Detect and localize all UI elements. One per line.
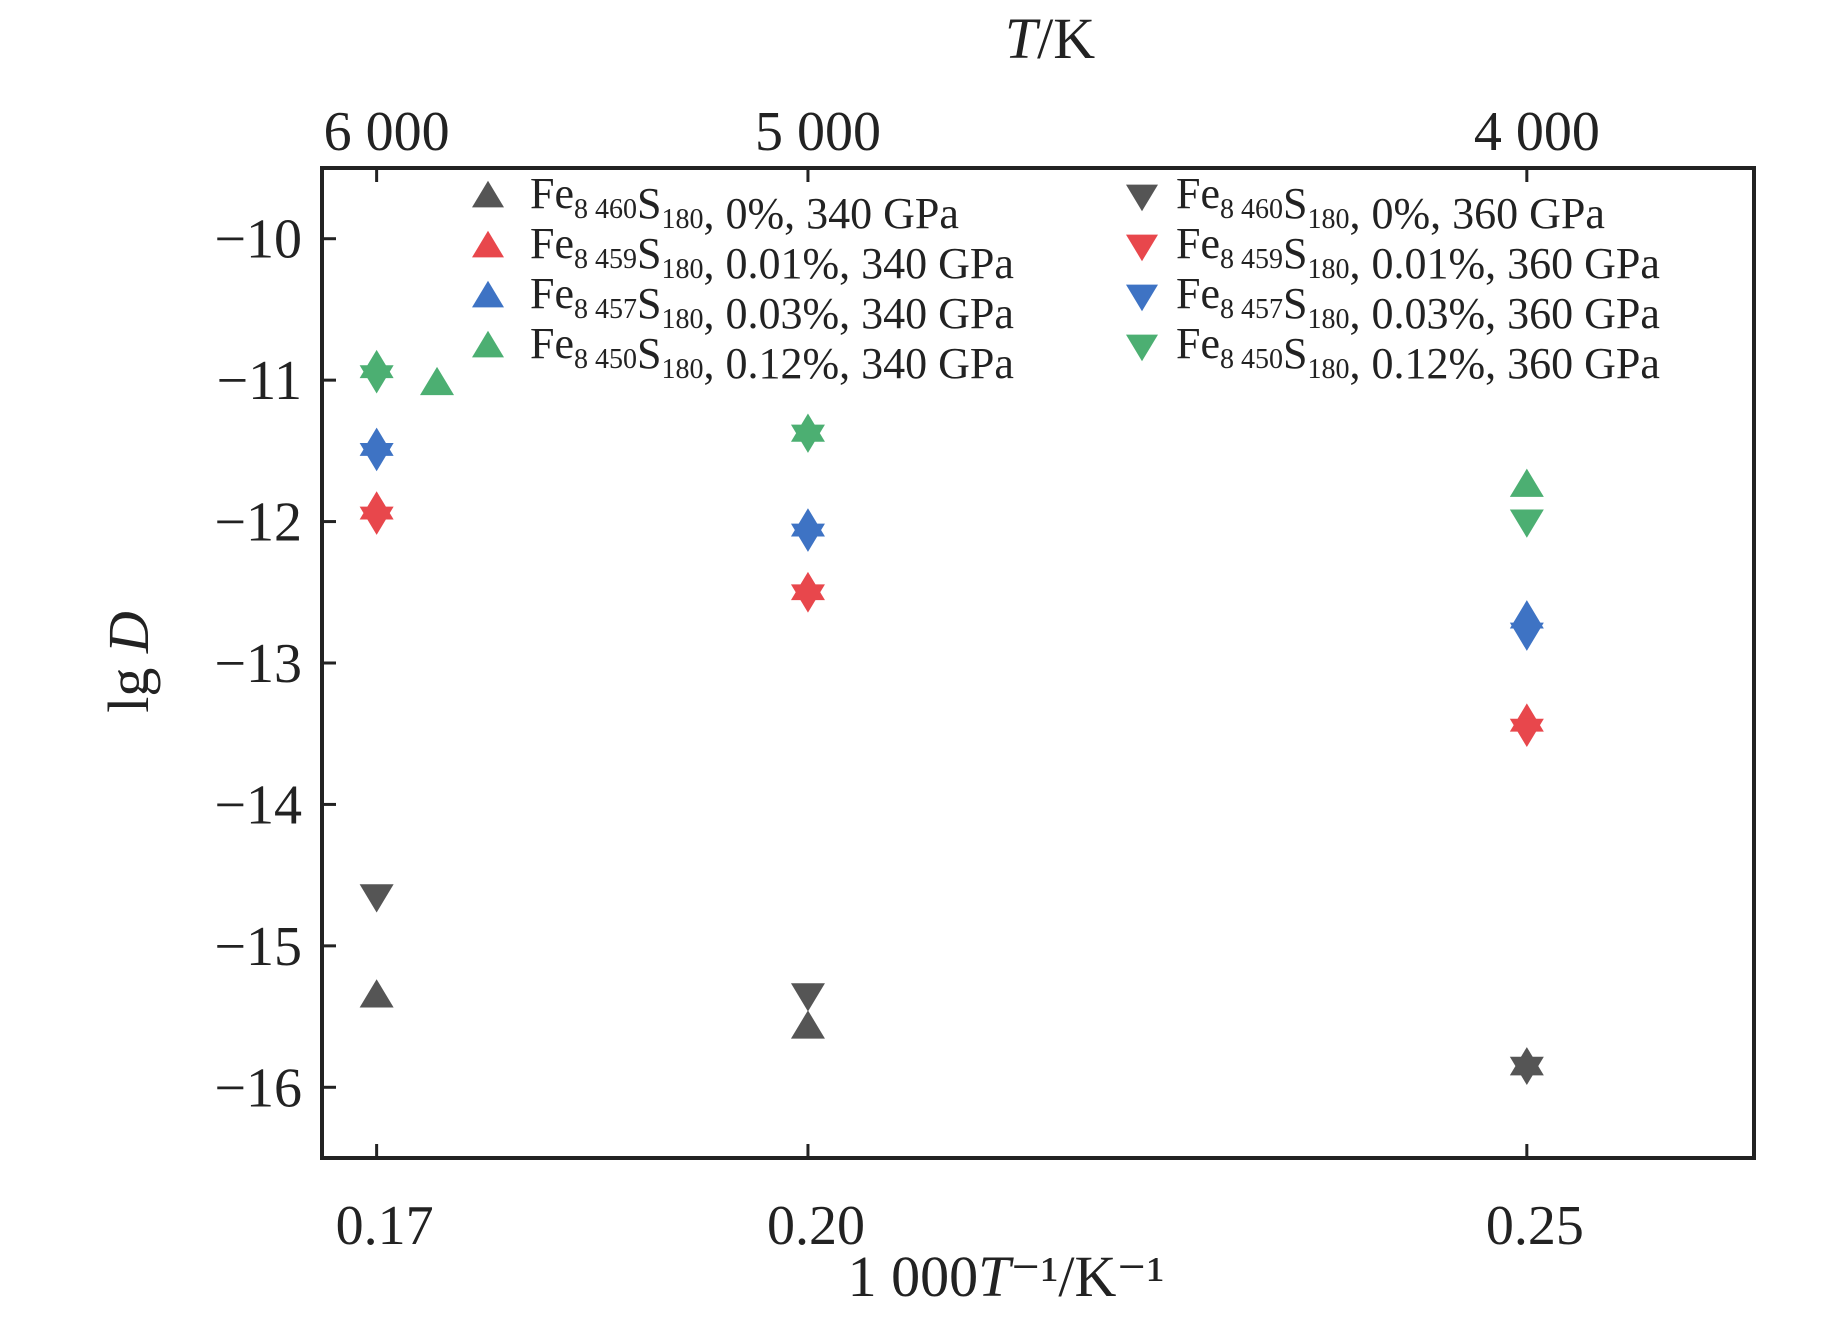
data-point-triangle-down (359, 365, 394, 394)
top-axis-title: T/K (1005, 6, 1095, 71)
y-tick-label: −13 (214, 633, 302, 695)
legend-marker (472, 230, 504, 258)
top-tick-label: 6 000 (324, 101, 450, 163)
legend-entry-label: Fe8 460S180, 0%, 360 GPa (1176, 169, 1605, 238)
data-point-triangle-up (359, 979, 394, 1008)
y-tick-label: −15 (214, 916, 302, 978)
data-point-triangle-down (790, 983, 825, 1012)
x-tick-label: 0.25 (1486, 1195, 1584, 1257)
data-point-triangle-up (1509, 468, 1544, 497)
data-point-triangle-down (790, 424, 825, 453)
data-point-triangle-down (1509, 509, 1544, 538)
legend-marker (1126, 184, 1158, 212)
legend-marker (472, 280, 504, 308)
data-point-triangle-down (359, 442, 394, 472)
legend-entry-label: Fe8 459S180, 0.01%, 360 GPa (1176, 219, 1660, 288)
data-point-triangle-down (1509, 718, 1544, 748)
data-point-triangle-down (359, 884, 394, 913)
y-axis-title: lg D (96, 611, 161, 713)
legend-marker (1126, 234, 1158, 262)
data-point-triangle-up (420, 366, 455, 396)
legend-entry-label: Fe8 459S180, 0.01%, 340 GPa (530, 219, 1014, 288)
x-tick-label: 0.17 (336, 1195, 434, 1257)
axes: 0.17 6 000 0.20 5 000 0.25 4 000 −10 −11 −12 −13 −… (214, 101, 1599, 1257)
data-point-triangle-down (359, 506, 394, 535)
y-tick-label: −12 (214, 492, 302, 554)
y-tick-label: −10 (214, 209, 302, 271)
data-point-triangle-down (790, 523, 825, 552)
x-tick-label: 0.20 (767, 1195, 865, 1257)
legend-marker (1126, 284, 1158, 312)
x-axis-title: 1 000T⁻¹/K⁻¹ (848, 1244, 1165, 1309)
y-tick-label: −11 (216, 350, 302, 412)
data-point-triangle-down (1509, 1056, 1544, 1086)
legend-entry-label: Fe8 460S180, 0%, 340 GPa (530, 169, 959, 238)
data-point-triangle-down (790, 584, 825, 613)
legend-entry-label: Fe8 450S180, 0.12%, 360 GPa (1176, 319, 1660, 388)
data-points (359, 349, 1544, 1086)
y-tick-label: −14 (214, 774, 302, 836)
top-tick-label: 4 000 (1474, 101, 1600, 163)
legend-marker (472, 180, 504, 208)
legend-marker (472, 330, 504, 358)
legend-entry-label: Fe8 457S180, 0.03%, 340 GPa (530, 269, 1014, 338)
legend-entry-label: Fe8 457S180, 0.03%, 360 GPa (1176, 269, 1660, 338)
data-point-triangle-up (1509, 600, 1544, 629)
data-point-triangle-up (790, 1010, 825, 1039)
legend-entry-label: Fe8 450S180, 0.12%, 340 GPa (530, 319, 1014, 388)
y-tick-label: −16 (214, 1057, 302, 1119)
data-point-triangle-down (1509, 622, 1544, 651)
legend-marker (1126, 334, 1158, 362)
top-tick-label: 5 000 (755, 101, 881, 163)
